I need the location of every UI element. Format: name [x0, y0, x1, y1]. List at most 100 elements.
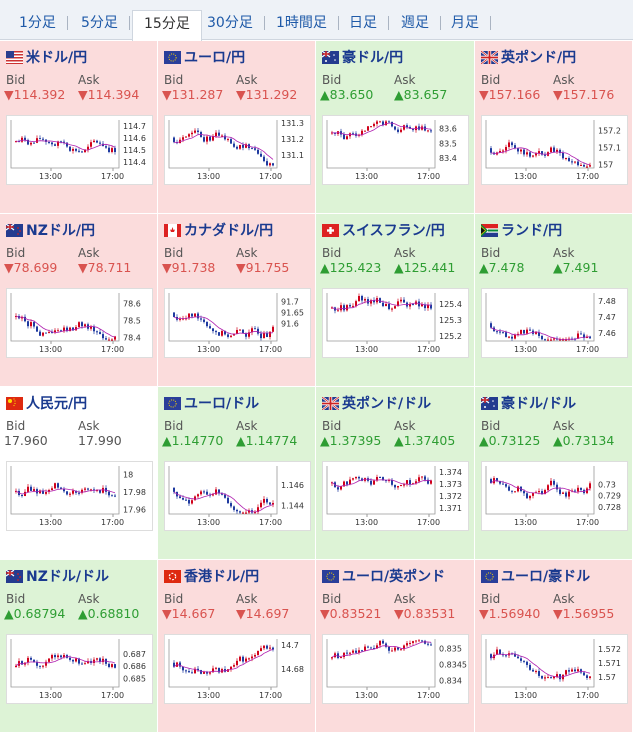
mini-chart[interactable]: 131.3 131.2 131.1 13:00 17:00	[164, 115, 311, 185]
mini-chart[interactable]: 114.7 114.6 114.5 114.4 13:00 17:00	[6, 115, 153, 185]
candle-body	[418, 640, 420, 642]
tab-weekly[interactable]: 週足	[390, 10, 441, 36]
pair-link[interactable]: NZドル/ドル	[6, 565, 109, 587]
eu-flag-icon	[481, 569, 498, 583]
candle-body	[364, 646, 366, 651]
candlestick-chart: 1.374 1.373 1.372 1.371 13:00 17:00	[326, 466, 462, 527]
mini-chart[interactable]: 7.48 7.47 7.46 13:00 17:00	[481, 288, 628, 358]
bid-label: Bid	[481, 246, 501, 260]
rate-card: 英ポンド/ドル Bid Ask ▲1.37395 ▲1.37405 1.374 1…	[316, 387, 475, 560]
pair-link[interactable]: ユーロ/豪ドル	[481, 565, 590, 587]
pair-link[interactable]: ユーロ/英ポンド	[322, 565, 445, 587]
candle-body	[105, 338, 107, 340]
candle-body	[15, 490, 17, 492]
pair-link[interactable]: 香港ドル/円	[164, 565, 259, 587]
mini-chart[interactable]: 125.4 125.3 125.2 13:00 17:00	[322, 288, 469, 358]
candle-body	[580, 669, 582, 673]
x-tick-label: 17:00	[576, 172, 599, 181]
candle-body	[400, 129, 402, 132]
candle-body	[571, 669, 573, 672]
tab-15min[interactable]: 15分足	[132, 10, 202, 41]
candle-body	[75, 327, 77, 331]
candle-body	[535, 332, 537, 334]
pair-link[interactable]: 人民元/円	[6, 392, 87, 414]
candle-body	[349, 305, 351, 307]
mini-chart[interactable]: 14.7 14.68 13:00 17:00	[164, 634, 311, 704]
bid-value: ▲7.478	[479, 260, 525, 275]
candle-body	[427, 304, 429, 309]
rate-card: ランド/円 Bid Ask ▲7.478 ▲7.491 7.48 7.47 7.46…	[475, 214, 633, 387]
tab-label: 1時間足	[276, 15, 327, 31]
candle-body	[523, 491, 525, 494]
mini-chart[interactable]: 83.6 83.5 83.4 13:00 17:00	[322, 115, 469, 185]
candle-body	[191, 313, 193, 317]
candle-body	[349, 652, 351, 654]
candle-body	[397, 301, 399, 307]
rate-card: 豪ドル/ドル Bid Ask ▲0.73125 ▲0.73134 0.73 0.7…	[475, 387, 633, 560]
candle-body	[84, 149, 86, 153]
candle-body	[27, 657, 29, 663]
ask-label: Ask	[394, 246, 416, 260]
candle-body	[553, 676, 555, 679]
candle-body	[502, 150, 504, 152]
tab-30min[interactable]: 30分足	[196, 10, 265, 36]
pair-link[interactable]: 米ドル/円	[6, 46, 87, 68]
candle-body	[553, 338, 555, 340]
mini-chart[interactable]: 0.687 0.686 0.685 13:00 17:00	[6, 634, 153, 704]
pair-link[interactable]: 英ポンド/ドル	[322, 392, 431, 414]
candle-body	[197, 668, 199, 671]
candle-body	[75, 148, 77, 151]
mini-chart[interactable]: 91.7 91.65 91.6 13:00 17:00	[164, 288, 311, 358]
candle-body	[24, 137, 26, 141]
candle-body	[346, 305, 348, 311]
y-tick-label: 83.4	[439, 154, 457, 163]
mini-chart[interactable]: 18 17.98 17.96 13:00 17:00	[6, 461, 153, 531]
pair-link[interactable]: カナダドル/円	[164, 219, 273, 241]
pair-link[interactable]: 豪ドル/円	[322, 46, 403, 68]
candle-body	[185, 499, 187, 501]
candle-body	[254, 654, 256, 657]
tab-monthly[interactable]: 月足	[440, 10, 491, 36]
pair-link[interactable]: 豪ドル/ドル	[481, 392, 576, 414]
candle-body	[81, 322, 83, 327]
candle-body	[547, 677, 549, 679]
mini-chart[interactable]: 157.2 157.1 157 13:00 17:00	[481, 115, 628, 185]
bid-value: ▼78.699	[4, 260, 58, 275]
pair-link[interactable]: ユーロ/円	[164, 46, 245, 68]
candle-body	[409, 642, 411, 644]
candle-body	[502, 332, 504, 334]
candle-body	[260, 648, 262, 652]
candle-body	[81, 663, 83, 665]
bid-value: ▲125.423	[320, 260, 382, 275]
pair-name: NZドル/ドル	[26, 569, 109, 585]
pair-link[interactable]: 英ポンド/円	[481, 46, 576, 68]
mini-chart[interactable]: 0.73 0.729 0.728 13:00 17:00	[481, 461, 628, 531]
pair-link[interactable]: スイスフラン/円	[322, 219, 445, 241]
pair-link[interactable]: NZドル/円	[6, 219, 95, 241]
pair-link[interactable]: ユーロ/ドル	[164, 392, 259, 414]
candle-body	[60, 330, 62, 332]
candle-body	[173, 312, 175, 317]
mini-chart[interactable]: 0.835 0.8345 0.834 13:00 17:00	[322, 634, 469, 704]
candle-body	[48, 332, 50, 334]
pair-name: 豪ドル/ドル	[501, 396, 577, 412]
candle-body	[179, 496, 181, 499]
candlestick-chart: 7.48 7.47 7.46 13:00 17:00	[485, 293, 616, 354]
tab-1hour[interactable]: 1時間足	[265, 10, 339, 36]
pair-link[interactable]: ランド/円	[481, 219, 562, 241]
tab-1min[interactable]: 1分足	[8, 10, 68, 36]
mini-chart[interactable]: 1.146 1.144 13:00 17:00	[164, 461, 311, 531]
candle-body	[269, 331, 271, 337]
y-tick-label: 91.65	[281, 309, 304, 318]
candle-body	[337, 487, 339, 490]
bid-value: ▲1.37395	[320, 433, 382, 448]
mini-chart[interactable]: 1.572 1.571 1.57 13:00 17:00	[481, 634, 628, 704]
bid-value: ▼157.166	[479, 87, 541, 102]
candle-body	[352, 305, 354, 307]
candle-body	[517, 486, 519, 492]
mini-chart[interactable]: 1.374 1.373 1.372 1.371 13:00 17:00	[322, 461, 469, 531]
mini-chart[interactable]: 78.6 78.5 78.4 13:00 17:00	[6, 288, 153, 358]
candle-body	[188, 671, 190, 673]
tab-5min[interactable]: 5分足	[70, 10, 130, 36]
tab-daily[interactable]: 日足	[338, 10, 389, 36]
